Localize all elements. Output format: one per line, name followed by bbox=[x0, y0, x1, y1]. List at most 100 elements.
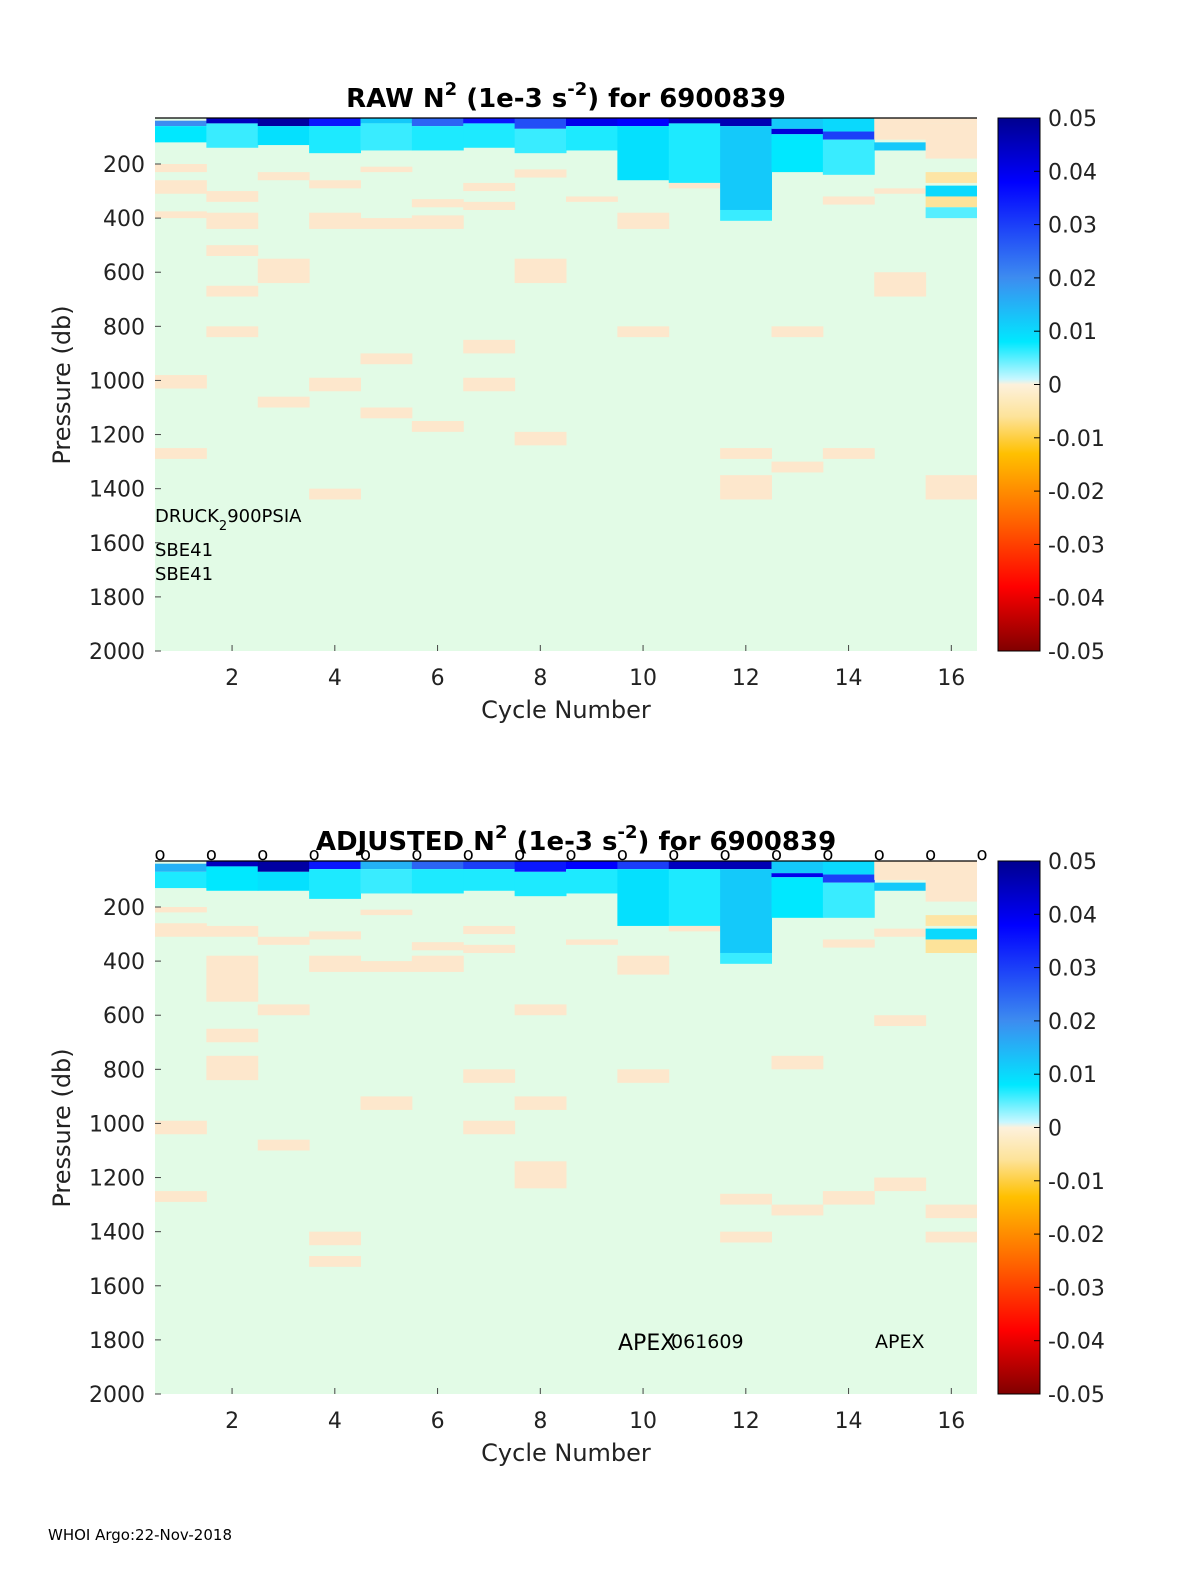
raw-ctd-label-2: SBE41 bbox=[155, 564, 213, 585]
heatmap-cell bbox=[668, 925, 721, 932]
colorbar-tick-label: 0.02 bbox=[1048, 1010, 1097, 1035]
heatmap-cell bbox=[925, 915, 977, 926]
profile-marker: o bbox=[720, 844, 731, 865]
heatmap-cell bbox=[925, 172, 977, 183]
heatmap-cell bbox=[822, 139, 875, 175]
heatmap-cell bbox=[925, 866, 977, 902]
x-tick-label: 2 bbox=[225, 1409, 239, 1434]
heatmap-cell bbox=[411, 118, 464, 127]
x-tick-label: 10 bbox=[629, 1409, 657, 1434]
colorbar-tick-label: 0 bbox=[1048, 374, 1062, 399]
heatmap-cell bbox=[257, 861, 310, 872]
heatmap-cell bbox=[617, 869, 670, 926]
heatmap-cell bbox=[668, 182, 721, 189]
heatmap-cell bbox=[771, 326, 824, 338]
x-tick-label: 12 bbox=[732, 1409, 760, 1434]
colorbar-tick-label: 0.05 bbox=[1048, 850, 1097, 875]
profile-marker: o bbox=[514, 844, 525, 865]
heatmap-cell bbox=[566, 196, 618, 202]
heatmap-cell bbox=[668, 869, 721, 926]
y-tick-label: 1400 bbox=[89, 1221, 145, 1246]
heatmap-cell bbox=[566, 939, 618, 945]
heatmap-cell bbox=[257, 1139, 310, 1151]
heatmap-cell bbox=[771, 461, 824, 473]
heatmap-cell bbox=[874, 272, 927, 297]
heatmap-cell bbox=[668, 118, 721, 124]
heatmap-cell bbox=[463, 861, 516, 870]
heatmap-cell bbox=[874, 928, 927, 937]
apex-serial-label: 061609 bbox=[671, 1331, 744, 1353]
colorbar-tick-label: 0.04 bbox=[1048, 160, 1097, 185]
heatmap-cell bbox=[822, 939, 875, 948]
apex-label-b: APEX bbox=[875, 1331, 924, 1353]
heatmap-cell bbox=[463, 182, 516, 192]
colorbar-tick-label: -0.02 bbox=[1048, 480, 1105, 505]
x-tick-label: 16 bbox=[937, 1409, 965, 1434]
x-tick-label: 14 bbox=[835, 666, 863, 691]
colorbar-tick-label: -0.03 bbox=[1048, 1276, 1105, 1301]
colorbar-tick-label: -0.05 bbox=[1048, 640, 1105, 665]
adjusted-cells bbox=[155, 861, 977, 1267]
adjusted-title: ADJUSTED N2 (1e-3 s-2) for 6900839 bbox=[316, 822, 836, 857]
y-tick-label: 200 bbox=[103, 896, 145, 921]
heatmap-cell bbox=[874, 188, 927, 194]
heatmap-cell bbox=[822, 861, 875, 875]
y-tick-label: 1000 bbox=[89, 1112, 145, 1137]
heatmap-cell bbox=[874, 118, 927, 140]
heatmap-cell bbox=[617, 126, 670, 181]
x-tick-label: 14 bbox=[835, 1409, 863, 1434]
y-tick-label: 400 bbox=[103, 950, 145, 975]
heatmap-cell bbox=[720, 1193, 772, 1205]
heatmap-cell bbox=[463, 123, 516, 148]
x-tick-label: 6 bbox=[431, 666, 445, 691]
heatmap-cell bbox=[822, 874, 875, 883]
heatmap-cell bbox=[309, 861, 361, 870]
heatmap-cell bbox=[463, 869, 516, 891]
heatmap-cell bbox=[566, 861, 618, 870]
colorbar-tick-label: -0.01 bbox=[1048, 427, 1105, 452]
heatmap-cell bbox=[360, 861, 413, 870]
adjusted-y-ticks: 200 400 600 800 1000 1200 1400 1600 1800 2000 bbox=[89, 896, 161, 1408]
heatmap-cell bbox=[206, 925, 259, 937]
heatmap-cell bbox=[309, 488, 361, 500]
heatmap-cell bbox=[257, 258, 310, 284]
heatmap-cell bbox=[309, 180, 361, 189]
heatmap-cell bbox=[155, 863, 207, 872]
y-tick-label: 600 bbox=[103, 1004, 145, 1029]
heatmap-cell bbox=[411, 955, 464, 972]
heatmap-cell bbox=[155, 906, 207, 913]
apex-label-a: APEX bbox=[618, 1331, 675, 1356]
x-tick-label: 8 bbox=[533, 666, 547, 691]
adjusted-xlabel: Cycle Number bbox=[481, 1439, 651, 1467]
colorbar-tick-label: 0.01 bbox=[1048, 320, 1097, 345]
heatmap-cell bbox=[309, 377, 361, 392]
y-tick-label: 1400 bbox=[89, 478, 145, 503]
heatmap-cell bbox=[720, 126, 772, 210]
heatmap-cell bbox=[925, 1231, 977, 1243]
colorbar-tick-label: 0.05 bbox=[1048, 107, 1097, 132]
heatmap-cell bbox=[874, 1015, 927, 1027]
heatmap-cell bbox=[155, 923, 207, 937]
heatmap-cell bbox=[360, 118, 413, 124]
colorbar-tick-label: 0.03 bbox=[1048, 214, 1097, 239]
heatmap-cell bbox=[411, 199, 464, 208]
colorbar-tick-label: -0.03 bbox=[1048, 533, 1105, 558]
colorbar-tick-label: -0.02 bbox=[1048, 1223, 1105, 1248]
profile-marker: o bbox=[874, 844, 885, 865]
heatmap-cell bbox=[155, 163, 207, 173]
profile-marker: o bbox=[617, 844, 628, 865]
heatmap-cell bbox=[155, 375, 207, 389]
heatmap-cell bbox=[463, 944, 516, 953]
raw-ctd-label-1: SBE41 bbox=[155, 540, 213, 561]
heatmap-cell bbox=[257, 118, 310, 127]
x-tick-label: 6 bbox=[431, 1409, 445, 1434]
heatmap-cell bbox=[463, 339, 516, 354]
heatmap-cell bbox=[463, 118, 516, 124]
heatmap-cell bbox=[668, 123, 721, 183]
heatmap-cell bbox=[771, 877, 824, 918]
heatmap-cell bbox=[720, 448, 772, 459]
heatmap-cell bbox=[360, 407, 413, 419]
raw-x-ticks: 2 4 6 8 10 12 14 16 bbox=[225, 645, 965, 691]
heatmap-cell bbox=[309, 931, 361, 940]
